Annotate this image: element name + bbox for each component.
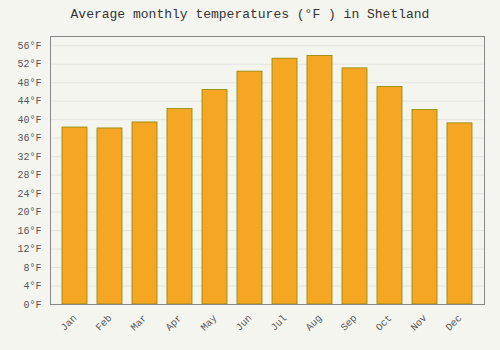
svg-text:32°F: 32°F xyxy=(17,152,41,163)
svg-text:36°F: 36°F xyxy=(17,133,41,144)
svg-text:16°F: 16°F xyxy=(17,226,41,237)
svg-text:40°F: 40°F xyxy=(17,115,41,126)
svg-text:Nov: Nov xyxy=(409,313,430,334)
svg-text:8°F: 8°F xyxy=(23,263,41,274)
svg-text:56°F: 56°F xyxy=(17,41,41,52)
svg-text:48°F: 48°F xyxy=(17,78,41,89)
svg-text:24°F: 24°F xyxy=(17,189,41,200)
svg-text:Sep: Sep xyxy=(339,313,360,334)
html-text:Average monthly temperatures (: Average monthly temperatures (°F ) in Sh… xyxy=(70,7,430,22)
svg-text:0°F: 0°F xyxy=(23,300,41,311)
svg-text:Jun: Jun xyxy=(234,313,255,334)
svg-text:Mar: Mar xyxy=(129,313,150,334)
svg-text:Jul: Jul xyxy=(269,313,290,334)
svg-text:May: May xyxy=(199,313,220,334)
svg-text:Apr: Apr xyxy=(164,313,185,334)
svg-text:Feb: Feb xyxy=(94,313,115,334)
svg-text:Dec: Dec xyxy=(444,313,465,334)
svg-text:4°F: 4°F xyxy=(23,281,41,292)
svg-text:12°F: 12°F xyxy=(17,244,41,255)
svg-text:Oct: Oct xyxy=(374,313,395,334)
svg-text:20°F: 20°F xyxy=(17,207,41,218)
svg-text:52°F: 52°F xyxy=(17,59,41,70)
svg-text:44°F: 44°F xyxy=(17,96,41,107)
svg-text:28°F: 28°F xyxy=(17,170,41,181)
svg-text:Aug: Aug xyxy=(304,313,325,334)
svg-text:Jan: Jan xyxy=(59,313,80,334)
